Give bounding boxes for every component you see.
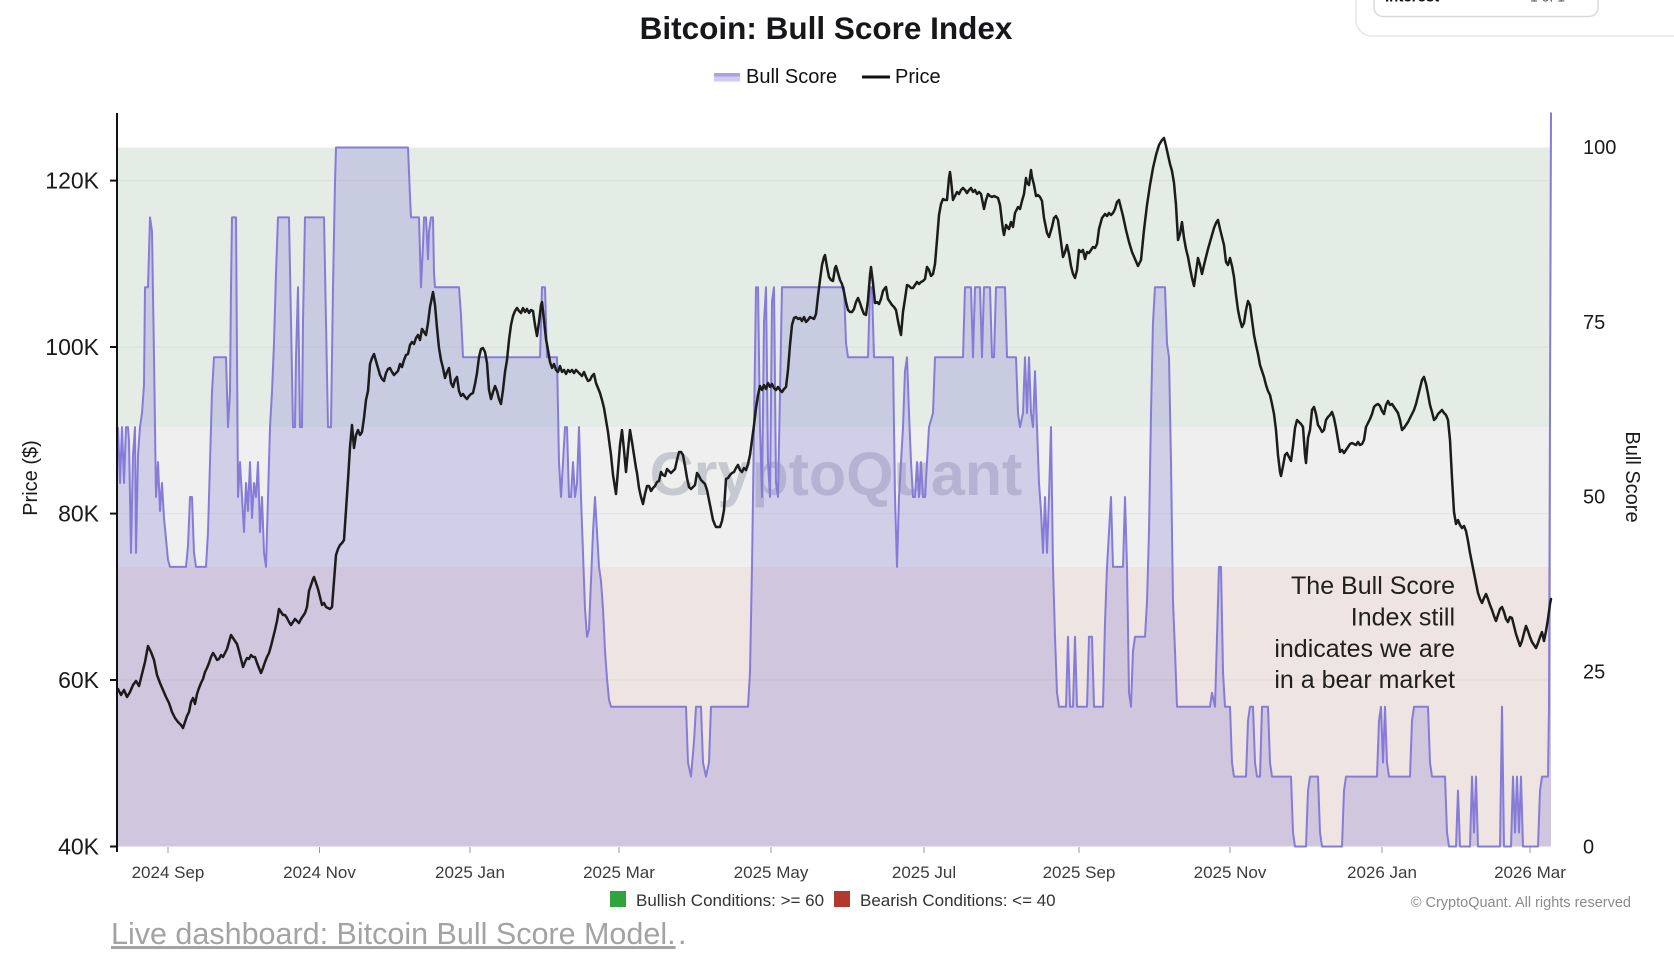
svg-text:2025 Jul: 2025 Jul: [892, 863, 956, 882]
svg-text:2026 Mar: 2026 Mar: [1494, 863, 1566, 882]
svg-text:2026 Jan: 2026 Jan: [1347, 863, 1417, 882]
svg-text:2025 Nov: 2025 Nov: [1194, 863, 1267, 882]
svg-text:2025 Mar: 2025 Mar: [583, 863, 655, 882]
svg-text:25: 25: [1583, 661, 1605, 683]
svg-text:Price ($): Price ($): [20, 440, 42, 516]
svg-text:Bullish Conditions: >= 60: Bullish Conditions: >= 60: [636, 891, 824, 910]
svg-text:1 of 1: 1 of 1: [1530, 0, 1565, 5]
svg-text:Bitcoin: Bull Score Index: Bitcoin: Bull Score Index: [640, 10, 1013, 46]
svg-text:50: 50: [1583, 487, 1605, 509]
svg-text:indicates we are: indicates we are: [1274, 635, 1455, 663]
svg-text:.: .: [678, 917, 686, 951]
svg-text:2025 May: 2025 May: [734, 863, 809, 882]
svg-text:60K: 60K: [58, 667, 100, 693]
svg-text:Interest: Interest: [1385, 0, 1439, 6]
svg-text:40K: 40K: [58, 834, 100, 860]
svg-text:Index still: Index still: [1351, 603, 1455, 631]
svg-text:2025 Jan: 2025 Jan: [435, 863, 505, 882]
svg-text:100K: 100K: [45, 334, 99, 360]
svg-text:Bull Score: Bull Score: [746, 66, 837, 88]
svg-text:in a bear market: in a bear market: [1274, 666, 1455, 694]
svg-text:80K: 80K: [58, 501, 100, 527]
svg-text:0: 0: [1583, 837, 1594, 859]
svg-text:2024 Nov: 2024 Nov: [283, 863, 356, 882]
svg-text:120K: 120K: [45, 168, 99, 194]
svg-text:100: 100: [1583, 137, 1616, 159]
svg-text:© CryptoQuant. All rights rese: © CryptoQuant. All rights reserved: [1411, 895, 1631, 911]
svg-text:The Bull Score: The Bull Score: [1291, 572, 1455, 600]
svg-text:2024 Sep: 2024 Sep: [132, 863, 205, 882]
svg-text:Bearish Conditions: <= 40: Bearish Conditions: <= 40: [860, 891, 1056, 910]
svg-text:Live dashboard: Bitcoin Bull S: Live dashboard: Bitcoin Bull Score Model…: [111, 917, 676, 951]
svg-text:75: 75: [1583, 312, 1605, 334]
svg-text:2025 Sep: 2025 Sep: [1043, 863, 1116, 882]
svg-text:Bull Score: Bull Score: [1621, 431, 1643, 522]
svg-text:CryptoQuant: CryptoQuant: [650, 440, 1023, 508]
svg-text:Price: Price: [895, 66, 941, 88]
